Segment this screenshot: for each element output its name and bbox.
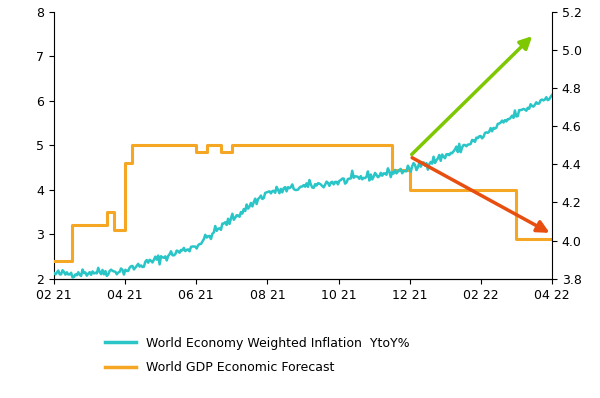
Legend: World Economy Weighted Inflation  YtoY%, World GDP Economic Forecast: World Economy Weighted Inflation YtoY%, …: [100, 332, 415, 379]
